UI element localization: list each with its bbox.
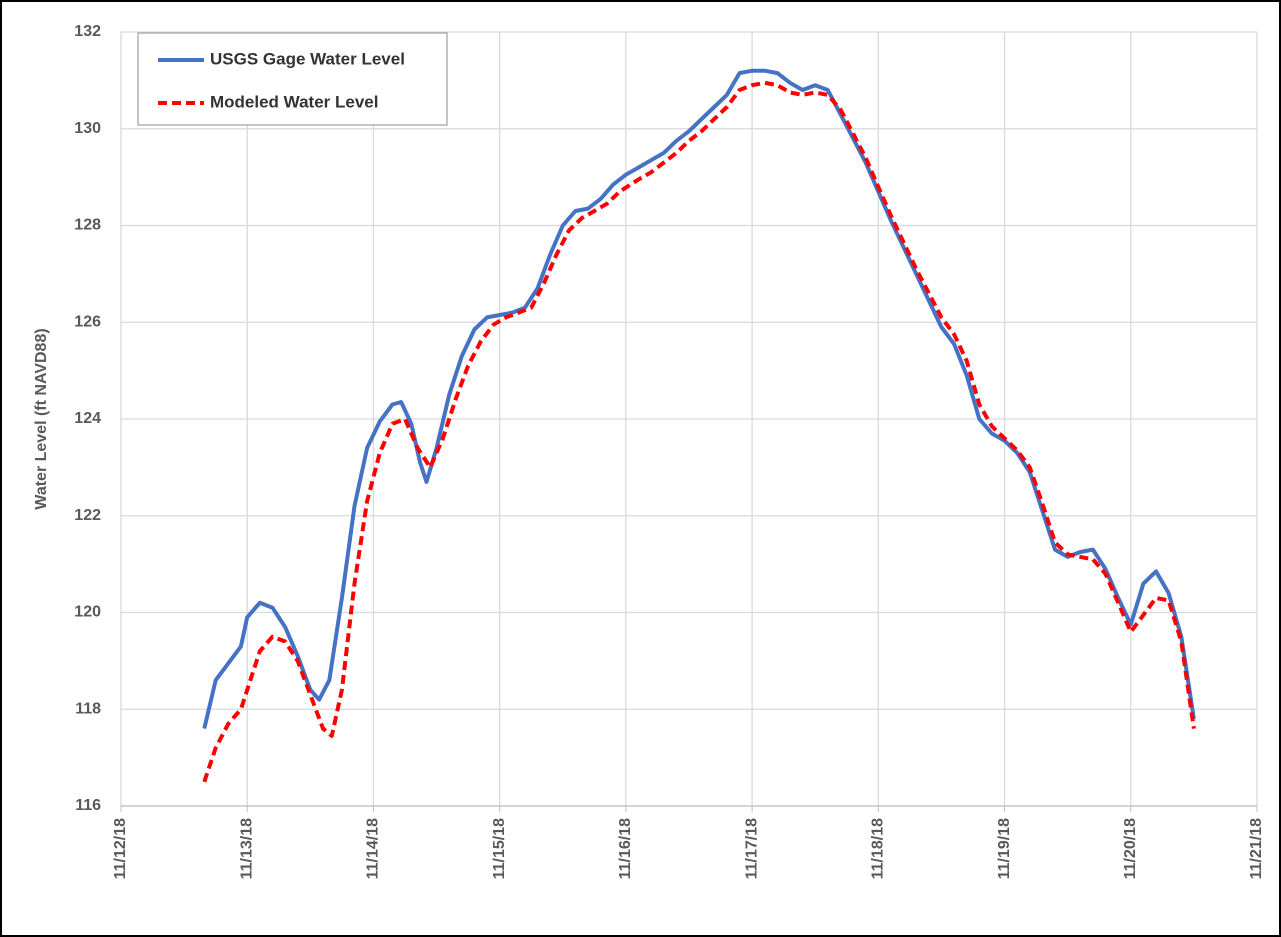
x-tick-label: 11/15/18 [491,818,508,880]
y-tick-label: 118 [75,700,101,717]
y-tick-label: 128 [74,217,101,234]
series-line [202,68,1196,730]
legend-box [137,32,448,126]
y-tick-label: 124 [74,410,101,427]
x-tick-label: 11/20/18 [1122,818,1139,880]
y-tick-label: 132 [74,23,101,40]
legend-label: USGS Gage Water Level [210,49,405,68]
y-tick-label: 120 [74,604,101,621]
y-tick-label: 130 [74,120,101,137]
x-tick-label: 11/12/18 [112,818,129,880]
x-tick-label: 11/16/18 [617,818,634,880]
y-tick-label: 116 [75,797,101,814]
y-tick-label: 122 [74,507,101,524]
series-line [202,80,1196,783]
legend-label: Modeled Water Level [210,92,378,111]
y-axis-label: Water Level (ft NAVD88) [33,328,50,509]
x-tick-label: 11/21/18 [1248,818,1265,880]
x-tick-label: 11/13/18 [238,818,255,880]
x-tick-label: 11/14/18 [365,818,382,880]
x-tick-label: 11/19/18 [996,818,1013,880]
x-tick-label: 11/18/18 [870,818,887,880]
x-tick-label: 11/17/18 [743,818,760,880]
y-tick-label: 126 [74,313,101,330]
